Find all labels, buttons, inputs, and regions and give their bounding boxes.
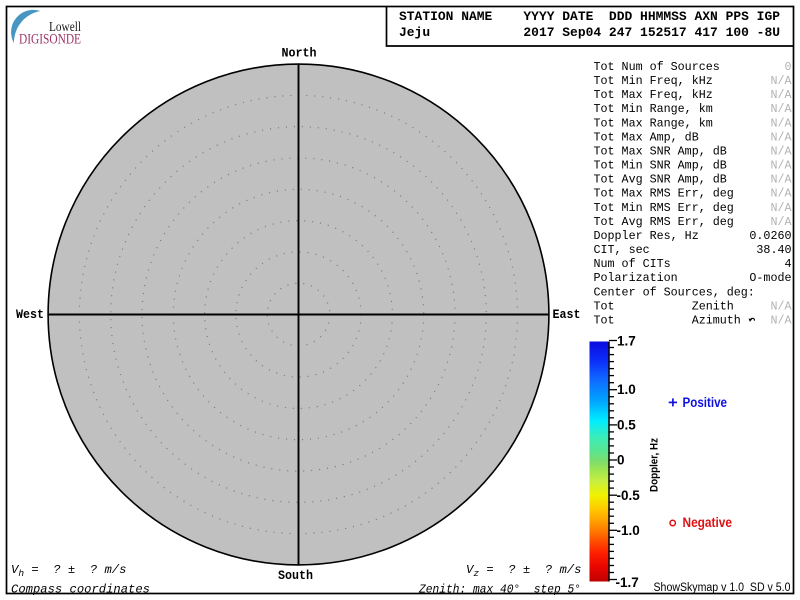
svg-text:Negative: Negative — [683, 515, 733, 530]
svg-text:0.0260: 0.0260 — [749, 229, 791, 243]
svg-text:38.40: 38.40 — [756, 243, 791, 257]
svg-text:Vz = ? ± ? m/s: Vz = ? ± ? m/s — [466, 563, 581, 579]
svg-text:North: North — [282, 46, 317, 61]
svg-text:Tot Avg SNR Amp, dB: Tot Avg SNR Amp, dB — [594, 173, 727, 187]
svg-text:N/A: N/A — [770, 130, 792, 144]
svg-text:CIT, sec: CIT, sec — [594, 243, 650, 257]
svg-text:Tot Num of Sources: Tot Num of Sources — [594, 60, 720, 74]
svg-text:Tot Max SNR Amp, dB: Tot Max SNR Amp, dB — [594, 145, 727, 159]
svg-text:Jeju 2017 Sep04 247: Jeju 2017 Sep04 247 152517 417 100 -8U — [399, 25, 780, 40]
svg-text:Tot Azimuth: Tot Azimuth — [594, 314, 741, 328]
svg-text:N/A: N/A — [770, 102, 792, 116]
svg-text:ShowSkymap v 1.0 SD v 5.0: ShowSkymap v 1.0 SD v 5.0 — [654, 582, 791, 594]
svg-text:N/A: N/A — [770, 116, 792, 130]
svg-text:N/A: N/A — [770, 88, 792, 102]
svg-text:N/A: N/A — [770, 173, 792, 187]
svg-text:DIGISONDE: DIGISONDE — [19, 32, 81, 48]
svg-text:Lowell: Lowell — [49, 19, 81, 34]
svg-text:1.0: 1.0 — [617, 382, 636, 397]
svg-text:Polarization: Polarization — [594, 271, 678, 285]
svg-text:0: 0 — [784, 60, 791, 74]
svg-text:N/A: N/A — [770, 187, 792, 201]
svg-text:Tot Min Freq, kHz: Tot Min Freq, kHz — [594, 74, 713, 88]
svg-text:Tot Max Amp, dB: Tot Max Amp, dB — [594, 130, 699, 144]
svg-text:N/A: N/A — [770, 74, 792, 88]
svg-text:N/A: N/A — [770, 299, 792, 313]
svg-text:Tot Zenith: Tot Zenith — [594, 299, 734, 313]
svg-text:Zenith: max 40° step 5°: Zenith: max 40° step 5° — [418, 583, 581, 597]
svg-text:1.7: 1.7 — [617, 333, 636, 348]
svg-text:Doppler, Hz: Doppler, Hz — [649, 438, 661, 492]
svg-text:N/A: N/A — [770, 215, 792, 229]
svg-text:Center of Sources, deg:: Center of Sources, deg: — [594, 285, 755, 299]
svg-text:N/A: N/A — [770, 145, 792, 159]
svg-text:Tot Max Freq, kHz: Tot Max Freq, kHz — [594, 88, 713, 102]
svg-text:West: West — [16, 307, 44, 322]
svg-text:N/A: N/A — [770, 314, 792, 328]
svg-text:Vh = ? ± ? m/s: Vh = ? ± ? m/s — [11, 563, 126, 579]
svg-text:Tot Max Range, km: Tot Max Range, km — [594, 116, 713, 130]
svg-text:N/A: N/A — [770, 159, 792, 173]
svg-text:-1.0: -1.0 — [617, 523, 640, 538]
svg-text:Tot Min SNR Amp, dB: Tot Min SNR Amp, dB — [594, 159, 727, 173]
svg-text:Tot Min Range, km: Tot Min Range, km — [594, 102, 713, 116]
svg-text:East: East — [553, 307, 581, 322]
svg-text:4: 4 — [784, 257, 791, 271]
svg-text:Num of CITs: Num of CITs — [594, 257, 671, 271]
svg-text:Compass coordinates: Compass coordinates — [11, 583, 150, 597]
svg-text:0: 0 — [617, 453, 625, 468]
svg-text:-0.5: -0.5 — [617, 488, 641, 503]
svg-text:Positive: Positive — [683, 395, 728, 410]
svg-text:Tot Avg RMS Err, deg: Tot Avg RMS Err, deg — [594, 215, 734, 229]
svg-text:-1.7: -1.7 — [616, 575, 639, 590]
svg-text:0.5: 0.5 — [617, 417, 636, 432]
svg-text:South: South — [278, 568, 313, 583]
svg-text:Tot Max RMS Err, deg: Tot Max RMS Err, deg — [594, 187, 734, 201]
svg-text:O-mode: O-mode — [749, 271, 791, 285]
svg-text:N/A: N/A — [770, 201, 792, 215]
svg-text:Tot Min RMS Err, deg: Tot Min RMS Err, deg — [594, 201, 734, 215]
svg-text:STATION NAME YYYY DATE DDD: STATION NAME YYYY DATE DDD HHMMSS AXN PP… — [399, 9, 780, 24]
svg-text:Doppler Res, Hz: Doppler Res, Hz — [594, 229, 699, 243]
